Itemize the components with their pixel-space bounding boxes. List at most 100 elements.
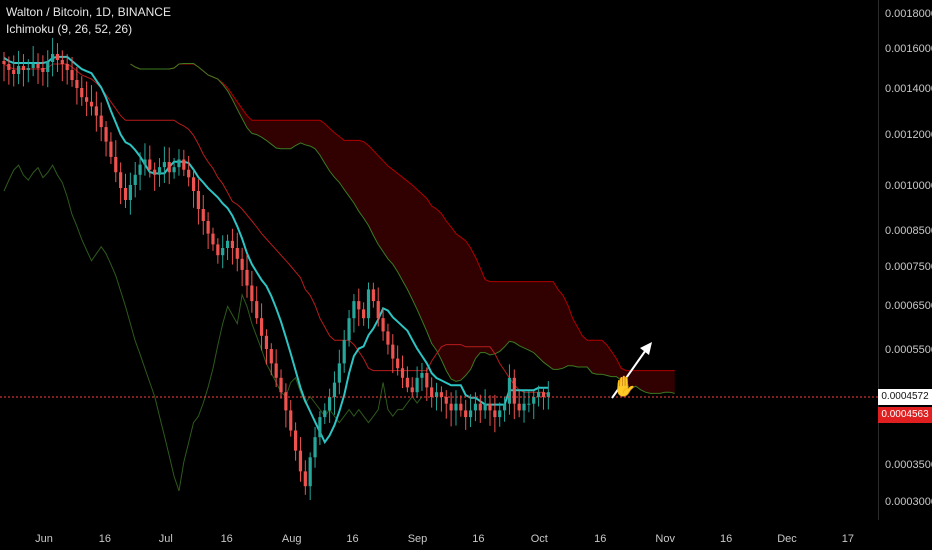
- candle-body: [187, 169, 191, 178]
- candle-body: [94, 106, 98, 116]
- candle-body: [36, 64, 40, 68]
- candle-body: [425, 373, 429, 388]
- marker-icon: ✋: [612, 374, 637, 398]
- candle-body: [381, 318, 385, 332]
- candle-body: [468, 410, 473, 418]
- y-tick-label: 0.0007500: [885, 261, 932, 273]
- candle-body: [391, 344, 395, 359]
- candle-body: [522, 403, 526, 411]
- candle-body: [109, 141, 113, 157]
- candle-body: [357, 301, 361, 310]
- candle-body: [449, 403, 453, 411]
- candle-body: [114, 156, 118, 173]
- candle-body: [362, 309, 366, 319]
- ichimoku-cloud: [130, 63, 675, 394]
- x-tick-label: Oct: [531, 533, 548, 545]
- candle-body: [41, 68, 45, 72]
- candle-body: [191, 177, 196, 191]
- conversion-line: [3, 55, 549, 445]
- candle-body: [172, 167, 176, 173]
- x-tick-label: Dec: [777, 533, 797, 545]
- candle-body: [328, 397, 332, 411]
- x-tick-label: 16: [594, 533, 606, 545]
- x-axis: Jun 16 Jul 16 Aug 16 Sep 16 Oct 16 Nov 16 Dec 17: [35, 533, 854, 545]
- candle-body: [376, 301, 380, 319]
- candle-body: [493, 410, 497, 418]
- base-line: [3, 63, 549, 396]
- candle-body: [400, 368, 405, 378]
- candle-body: [143, 159, 147, 165]
- indicator-label[interactable]: Ichimoku (9, 26, 52, 26): [6, 22, 133, 36]
- candle-body: [12, 70, 16, 74]
- x-tick-label: Sep: [408, 533, 428, 545]
- candle-body: [454, 403, 458, 411]
- candle-body: [274, 363, 278, 378]
- candle-body: [221, 248, 225, 256]
- x-tick-label: 17: [842, 533, 854, 545]
- candle-body: [430, 387, 434, 397]
- x-tick-label: 16: [99, 533, 111, 545]
- candle-body: [162, 162, 166, 168]
- cloud-fill: [130, 63, 675, 394]
- candle-body: [182, 159, 186, 170]
- candle-body: [211, 233, 215, 245]
- candle-body: [537, 392, 541, 397]
- x-tick-label: Jun: [35, 533, 53, 545]
- projection-arrow: [611, 346, 649, 399]
- candle-body: [483, 403, 487, 411]
- candle-body: [123, 188, 128, 200]
- senkou-span-a-line: [130, 63, 675, 394]
- candle-body: [85, 97, 89, 102]
- candle-body: [235, 248, 239, 259]
- x-tick-label: 16: [720, 533, 732, 545]
- y-tick-label: 0.0016000: [885, 43, 932, 55]
- candle-body: [119, 172, 123, 188]
- candle-body: [230, 240, 235, 248]
- candle-body: [284, 392, 288, 411]
- candle-body: [65, 64, 69, 70]
- ichimoku-lines: [3, 55, 675, 492]
- candle-body: [459, 403, 463, 411]
- close-price-tag: 0.0004563: [878, 407, 932, 423]
- last-price-tag: 0.0004572: [878, 389, 932, 405]
- y-tick-label: 0.0010000: [885, 180, 932, 192]
- candle-body: [31, 64, 35, 68]
- candle-body: [80, 88, 84, 98]
- candle-body: [541, 392, 546, 397]
- candle-body: [75, 80, 79, 88]
- candle-body: [396, 358, 400, 369]
- candle-body: [332, 382, 337, 397]
- candle-body: [60, 60, 64, 64]
- candle-body: [502, 403, 507, 411]
- y-tick-label: 0.0018000: [885, 8, 932, 20]
- candle-body: [245, 269, 249, 286]
- candle-body: [420, 373, 424, 378]
- y-tick-label: 0.0003500: [885, 459, 932, 471]
- candle-body: [269, 349, 273, 364]
- candle-body: [337, 363, 341, 383]
- candle-body: [488, 403, 492, 411]
- symbol-title[interactable]: Walton / Bitcoin, 1D, BINANCE: [6, 5, 171, 19]
- candle-body: [279, 377, 283, 393]
- candle-body: [352, 301, 356, 319]
- candle-body: [148, 159, 152, 170]
- candle-body: [89, 101, 94, 107]
- candle-body: [405, 377, 409, 388]
- y-axis: 0.0018000 0.0016000 0.0014000 0.0012000 0.00…: [885, 8, 932, 508]
- candle-body: [255, 301, 259, 319]
- y-tick-label: 0.0005500: [885, 344, 932, 356]
- candle-body: [410, 387, 414, 393]
- arrow-head: [640, 342, 652, 355]
- candle-body: [216, 244, 220, 256]
- candle-body: [167, 162, 171, 173]
- senkou-span-b-line: [130, 63, 675, 372]
- candle-body: [153, 169, 157, 175]
- candle-body: [478, 403, 482, 411]
- candle-body: [240, 258, 244, 270]
- candle-body: [99, 115, 103, 128]
- candle-body: [196, 191, 200, 209]
- x-tick-label: 16: [221, 533, 233, 545]
- candle-body: [532, 397, 536, 404]
- candle-body: [473, 403, 478, 411]
